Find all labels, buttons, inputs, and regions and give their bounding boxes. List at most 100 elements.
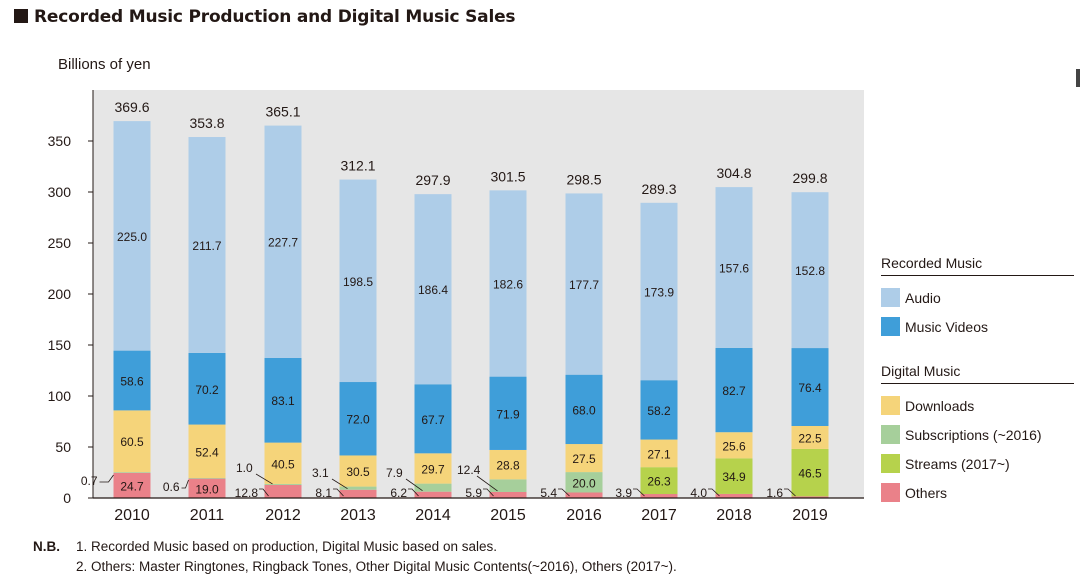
leader-line — [708, 488, 720, 497]
label-subscriptions-2016: 20.0 — [572, 476, 596, 490]
label-music-videos-2015: 71.9 — [496, 407, 520, 421]
bar-downloads-2013 — [339, 455, 377, 487]
leader-line — [408, 488, 419, 497]
bar-others-2011 — [188, 478, 226, 498]
notes-prefix: N.B. — [33, 539, 60, 554]
bar-streams-2019 — [791, 448, 829, 497]
label-audio-2011: 211.7 — [192, 239, 221, 253]
bar-audio-2017 — [640, 202, 678, 381]
legend-label-streams: Streams (2017~) — [905, 456, 1010, 472]
y-tick-label: 50 — [55, 439, 71, 455]
y-tick-label: 150 — [48, 337, 72, 353]
label-streams-2018: 34.9 — [722, 470, 746, 484]
bar-downloads-2011 — [188, 424, 226, 479]
label-audio-2017: 173.9 — [644, 286, 674, 300]
label-others-2018: 4.0 — [690, 486, 707, 500]
bar-streams-2018 — [715, 458, 753, 494]
leader-line — [483, 488, 494, 497]
bar-music-videos-2019 — [791, 348, 829, 426]
note-line-1: N.B. 1. Recorded Music based on productio… — [33, 539, 497, 554]
bar-audio-2012 — [264, 125, 302, 358]
label-others-2015: 5.9 — [465, 486, 482, 500]
leader-line — [476, 475, 498, 492]
legend-item-others: Others — [881, 483, 947, 503]
bar-audio-2018 — [715, 187, 753, 348]
bar-others-2019 — [791, 496, 829, 498]
x-tick-label-2015: 2015 — [490, 507, 526, 524]
legend-item-music-videos: Music Videos — [881, 317, 988, 337]
label-others-2011: 19.0 — [195, 482, 219, 496]
total-label-2017: 289.3 — [641, 181, 676, 197]
label-subscriptions-2011: 0.6 — [163, 480, 180, 494]
label-music-videos-2019: 76.4 — [798, 381, 822, 395]
label-downloads-2018: 25.6 — [722, 439, 746, 453]
legend-item-downloads: Downloads — [881, 396, 974, 416]
x-tick-label-2013: 2013 — [340, 507, 376, 524]
label-music-videos-2018: 82.7 — [722, 384, 746, 398]
label-downloads-2012: 40.5 — [271, 457, 295, 471]
y-tick-label: 0 — [63, 490, 71, 506]
bar-subscriptions-2016 — [565, 472, 603, 493]
legend-label-others: Others — [905, 485, 948, 501]
bar-music-videos-2014 — [414, 384, 452, 454]
leader-line — [558, 488, 570, 497]
label-subscriptions-2013: 3.1 — [312, 466, 329, 480]
bar-audio-2019 — [791, 192, 829, 349]
note-line-2: 2. Others: Master Ringtones, Ringback To… — [33, 559, 677, 574]
bar-downloads-2012 — [264, 442, 302, 484]
legend-label-audio: Audio — [905, 290, 941, 306]
legend-swatch-audio — [881, 288, 900, 307]
leader-line — [784, 488, 796, 497]
label-streams-2019: 46.5 — [798, 467, 822, 481]
label-music-videos-2016: 68.0 — [572, 403, 596, 417]
legend-item-subscriptions: Subscriptions (~2016) — [881, 425, 1042, 445]
label-others-2014: 6.2 — [390, 486, 407, 500]
leader-line — [99, 474, 114, 483]
label-audio-2012: 227.7 — [268, 236, 298, 250]
label-audio-2010: 225.0 — [117, 230, 147, 244]
x-tick-label-2018: 2018 — [716, 507, 752, 524]
bar-downloads-2015 — [489, 449, 527, 480]
label-downloads-2011: 52.4 — [195, 445, 219, 459]
label-subscriptions-2014: 7.9 — [386, 466, 403, 480]
legend-divider-digital — [881, 383, 1074, 384]
bar-others-2012 — [264, 484, 302, 498]
chart-title: Recorded Music Production and Digital Mu… — [14, 7, 516, 27]
leader-line — [331, 478, 348, 490]
label-audio-2015: 182.6 — [493, 277, 523, 291]
chart-title-text: Recorded Music Production and Digital Mu… — [34, 7, 516, 27]
legend-swatch-others — [881, 483, 900, 502]
bar-subscriptions-2012 — [264, 483, 302, 485]
legend-swatch-downloads — [881, 396, 900, 415]
label-audio-2014: 186.4 — [418, 283, 448, 297]
bar-music-videos-2013 — [339, 382, 377, 456]
total-label-2019: 299.8 — [792, 170, 827, 186]
edge-marker — [1076, 69, 1080, 87]
label-subscriptions-2010: 0.7 — [81, 474, 98, 488]
legend-label-subscriptions: Subscriptions (~2016) — [905, 427, 1042, 443]
x-tick-label-2019: 2019 — [792, 507, 828, 524]
title-square-icon — [14, 9, 28, 23]
bar-streams-2017 — [640, 467, 678, 495]
y-tick-label: 200 — [48, 286, 72, 302]
label-others-2010: 24.7 — [120, 479, 144, 493]
y-axis-unit-label: Billions of yen — [58, 56, 151, 73]
bar-music-videos-2018 — [715, 347, 753, 433]
label-subscriptions-2015: 12.4 — [457, 463, 481, 477]
bar-subscriptions-2014 — [414, 483, 452, 492]
bar-downloads-2017 — [640, 439, 678, 468]
total-label-2012: 365.1 — [265, 104, 300, 120]
leader-line — [333, 488, 344, 497]
label-others-2013: 8.1 — [315, 486, 332, 500]
label-music-videos-2017: 58.2 — [647, 404, 671, 418]
legend-item-streams: Streams (2017~) — [881, 454, 1010, 474]
label-music-videos-2011: 70.2 — [195, 383, 219, 397]
label-music-videos-2010: 58.6 — [120, 374, 144, 388]
label-audio-2013: 198.5 — [343, 275, 373, 289]
bar-subscriptions-2013 — [339, 486, 377, 490]
x-tick-label-2012: 2012 — [265, 507, 301, 524]
legend-swatch-streams — [881, 454, 900, 473]
bar-subscriptions-2015 — [489, 479, 527, 492]
legend-heading-recorded-music: Recorded Music — [881, 255, 983, 271]
